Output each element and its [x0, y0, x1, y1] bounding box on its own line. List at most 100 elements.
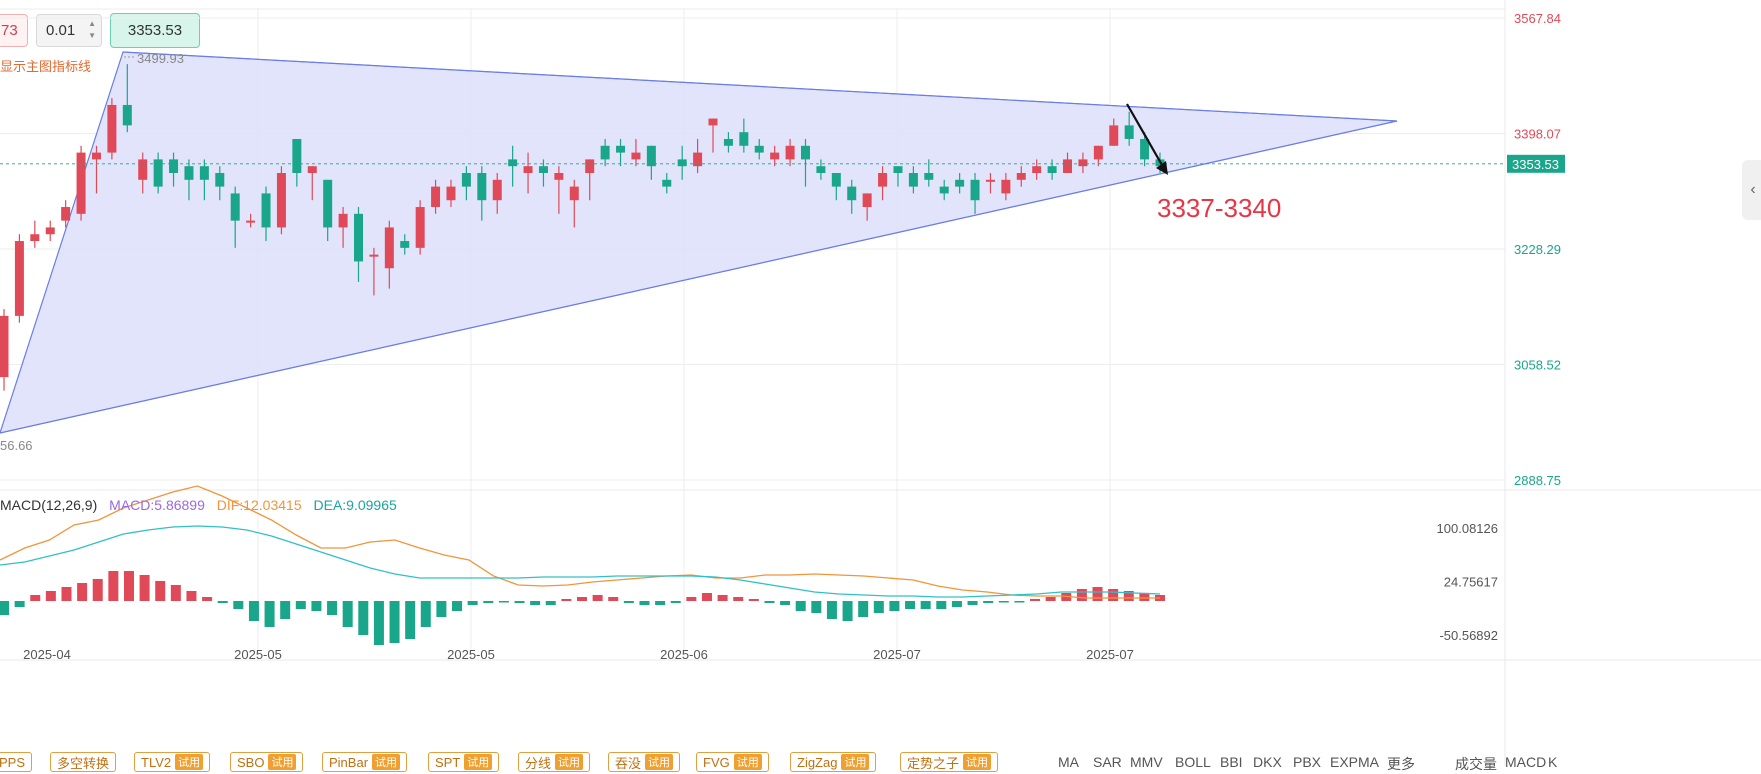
candle [878, 166, 888, 201]
side-panel-handle[interactable]: ‹ [1742, 160, 1761, 220]
candle [908, 166, 918, 194]
candle [276, 166, 286, 235]
candle [1109, 118, 1119, 146]
tool-button-8[interactable]: FVG 试用 [696, 752, 769, 772]
candle [338, 207, 348, 248]
candle-body [14, 241, 24, 316]
candle-body [754, 145, 764, 153]
candle [384, 220, 394, 289]
macd-histogram-bar [1092, 587, 1103, 601]
candle-body [307, 166, 317, 174]
time-tick-label: 2025-05 [234, 647, 282, 662]
candle-body [384, 227, 394, 269]
candle [847, 179, 857, 214]
time-axis: 2025-04 2025-05 2025-05 2025-06 2025-07 2025-… [23, 647, 1134, 662]
candle-body [0, 315, 9, 378]
candle [800, 138, 810, 187]
tool-button-2[interactable]: TLV2 试用 [134, 752, 211, 772]
candle-body [30, 234, 40, 242]
stepper-arrows-icon[interactable]: ▲ ▼ [88, 19, 96, 40]
indicator-tab[interactable]: 更多 [1387, 756, 1415, 772]
price-stub-text: 73 [1, 22, 18, 39]
target-range-annotation: 3337-3340 [1157, 193, 1281, 223]
price-input-value: 3353.53 [127, 22, 183, 39]
tool-button-4[interactable]: PinBar 试用 [322, 752, 408, 772]
candle [400, 234, 410, 255]
macd-histogram-bar [405, 601, 416, 639]
indicator-tab[interactable]: MA [1058, 754, 1079, 770]
candle-body [569, 186, 579, 201]
candle-body [924, 173, 934, 180]
tool-button-5[interactable]: SPT 试用 [428, 752, 500, 772]
candle-body [847, 186, 857, 201]
tool-button-0[interactable]: PPS [0, 752, 33, 772]
candle-body [477, 173, 487, 201]
trial-badge: 试用 [645, 754, 674, 770]
tool-button-6[interactable]: 分线 试用 [518, 752, 591, 772]
candle-body [677, 159, 687, 167]
macd-histogram-bar [483, 601, 494, 603]
candle [30, 220, 40, 248]
candle-body [45, 227, 55, 235]
indicator-tab[interactable]: SAR [1093, 754, 1122, 770]
candle-body [76, 152, 86, 214]
macd-histogram-bar [295, 601, 306, 609]
tool-button-7[interactable]: 吞没 试用 [608, 752, 681, 772]
chevron-left-icon: ‹ [1750, 181, 1756, 198]
price-stub-box[interactable]: 73 [0, 14, 28, 47]
tool-button-9[interactable]: ZigZag 试用 [790, 752, 877, 772]
macd-histogram-bar [1014, 601, 1025, 603]
macd-histogram-bar [967, 601, 978, 605]
macd-histogram-bar [1045, 597, 1056, 601]
step-input[interactable]: 0.01 ▲ ▼ [36, 14, 102, 47]
overlay-indicator-link[interactable]: 显示主图指标线 [0, 59, 92, 74]
candle [1124, 111, 1134, 146]
tool-button-1[interactable]: 多空转换 [50, 752, 117, 772]
time-tick-label: 2025-04 [23, 647, 71, 662]
candle [816, 159, 826, 180]
tool-button-10[interactable]: 定势之子 试用 [900, 752, 999, 772]
candle-body [770, 152, 780, 160]
macd-title: MACD(12,26,9) [0, 497, 98, 513]
tool-button-3[interactable]: SBO 试用 [230, 752, 304, 772]
tool-label: SBO [237, 754, 265, 770]
candle [538, 159, 548, 187]
candle [939, 179, 949, 201]
candle [138, 152, 148, 194]
macd-histogram-bar [1108, 589, 1119, 601]
macd-histogram-bar [764, 601, 775, 603]
candle [985, 173, 995, 194]
candle-body [1124, 125, 1134, 139]
candle-body [1109, 125, 1119, 146]
subchart-tab[interactable]: MACD [1505, 754, 1547, 770]
candlestick-series [0, 56, 1165, 391]
price-tick-label: 3228.29 [1514, 242, 1561, 257]
price-tick-label: 3058.52 [1514, 358, 1561, 373]
candle-body [276, 173, 286, 228]
macd-pane: 100.08126 24.75617 -50.56892 [0, 485, 1498, 645]
indicator-tab[interactable]: EXPMA [1330, 754, 1380, 770]
candle-body [292, 138, 302, 174]
indicator-tab[interactable]: DKX [1253, 754, 1282, 770]
indicator-tab[interactable]: MMV [1130, 754, 1163, 770]
candle [785, 138, 795, 167]
tool-label: 分线 [525, 755, 552, 771]
macd-histogram-bar [123, 571, 134, 601]
candle [153, 152, 163, 194]
macd-histogram-bar [577, 597, 587, 601]
subchart-tab[interactable]: 成交量 [1455, 756, 1497, 772]
arrow-shaft [1126, 103, 1167, 173]
candle [862, 193, 872, 221]
candle [770, 145, 780, 167]
candle [631, 138, 641, 167]
candle-body [538, 166, 548, 174]
indicator-tab[interactable]: BBI [1220, 754, 1243, 770]
candle-body [616, 145, 626, 153]
indicator-tab[interactable]: PBX [1293, 754, 1322, 770]
price-input[interactable]: 3353.53 [110, 13, 200, 48]
triangle-pattern [0, 51, 1398, 434]
candle-body [708, 118, 718, 126]
subchart-tab[interactable]: K [1548, 754, 1558, 770]
indicator-tab[interactable]: BOLL [1175, 754, 1211, 770]
